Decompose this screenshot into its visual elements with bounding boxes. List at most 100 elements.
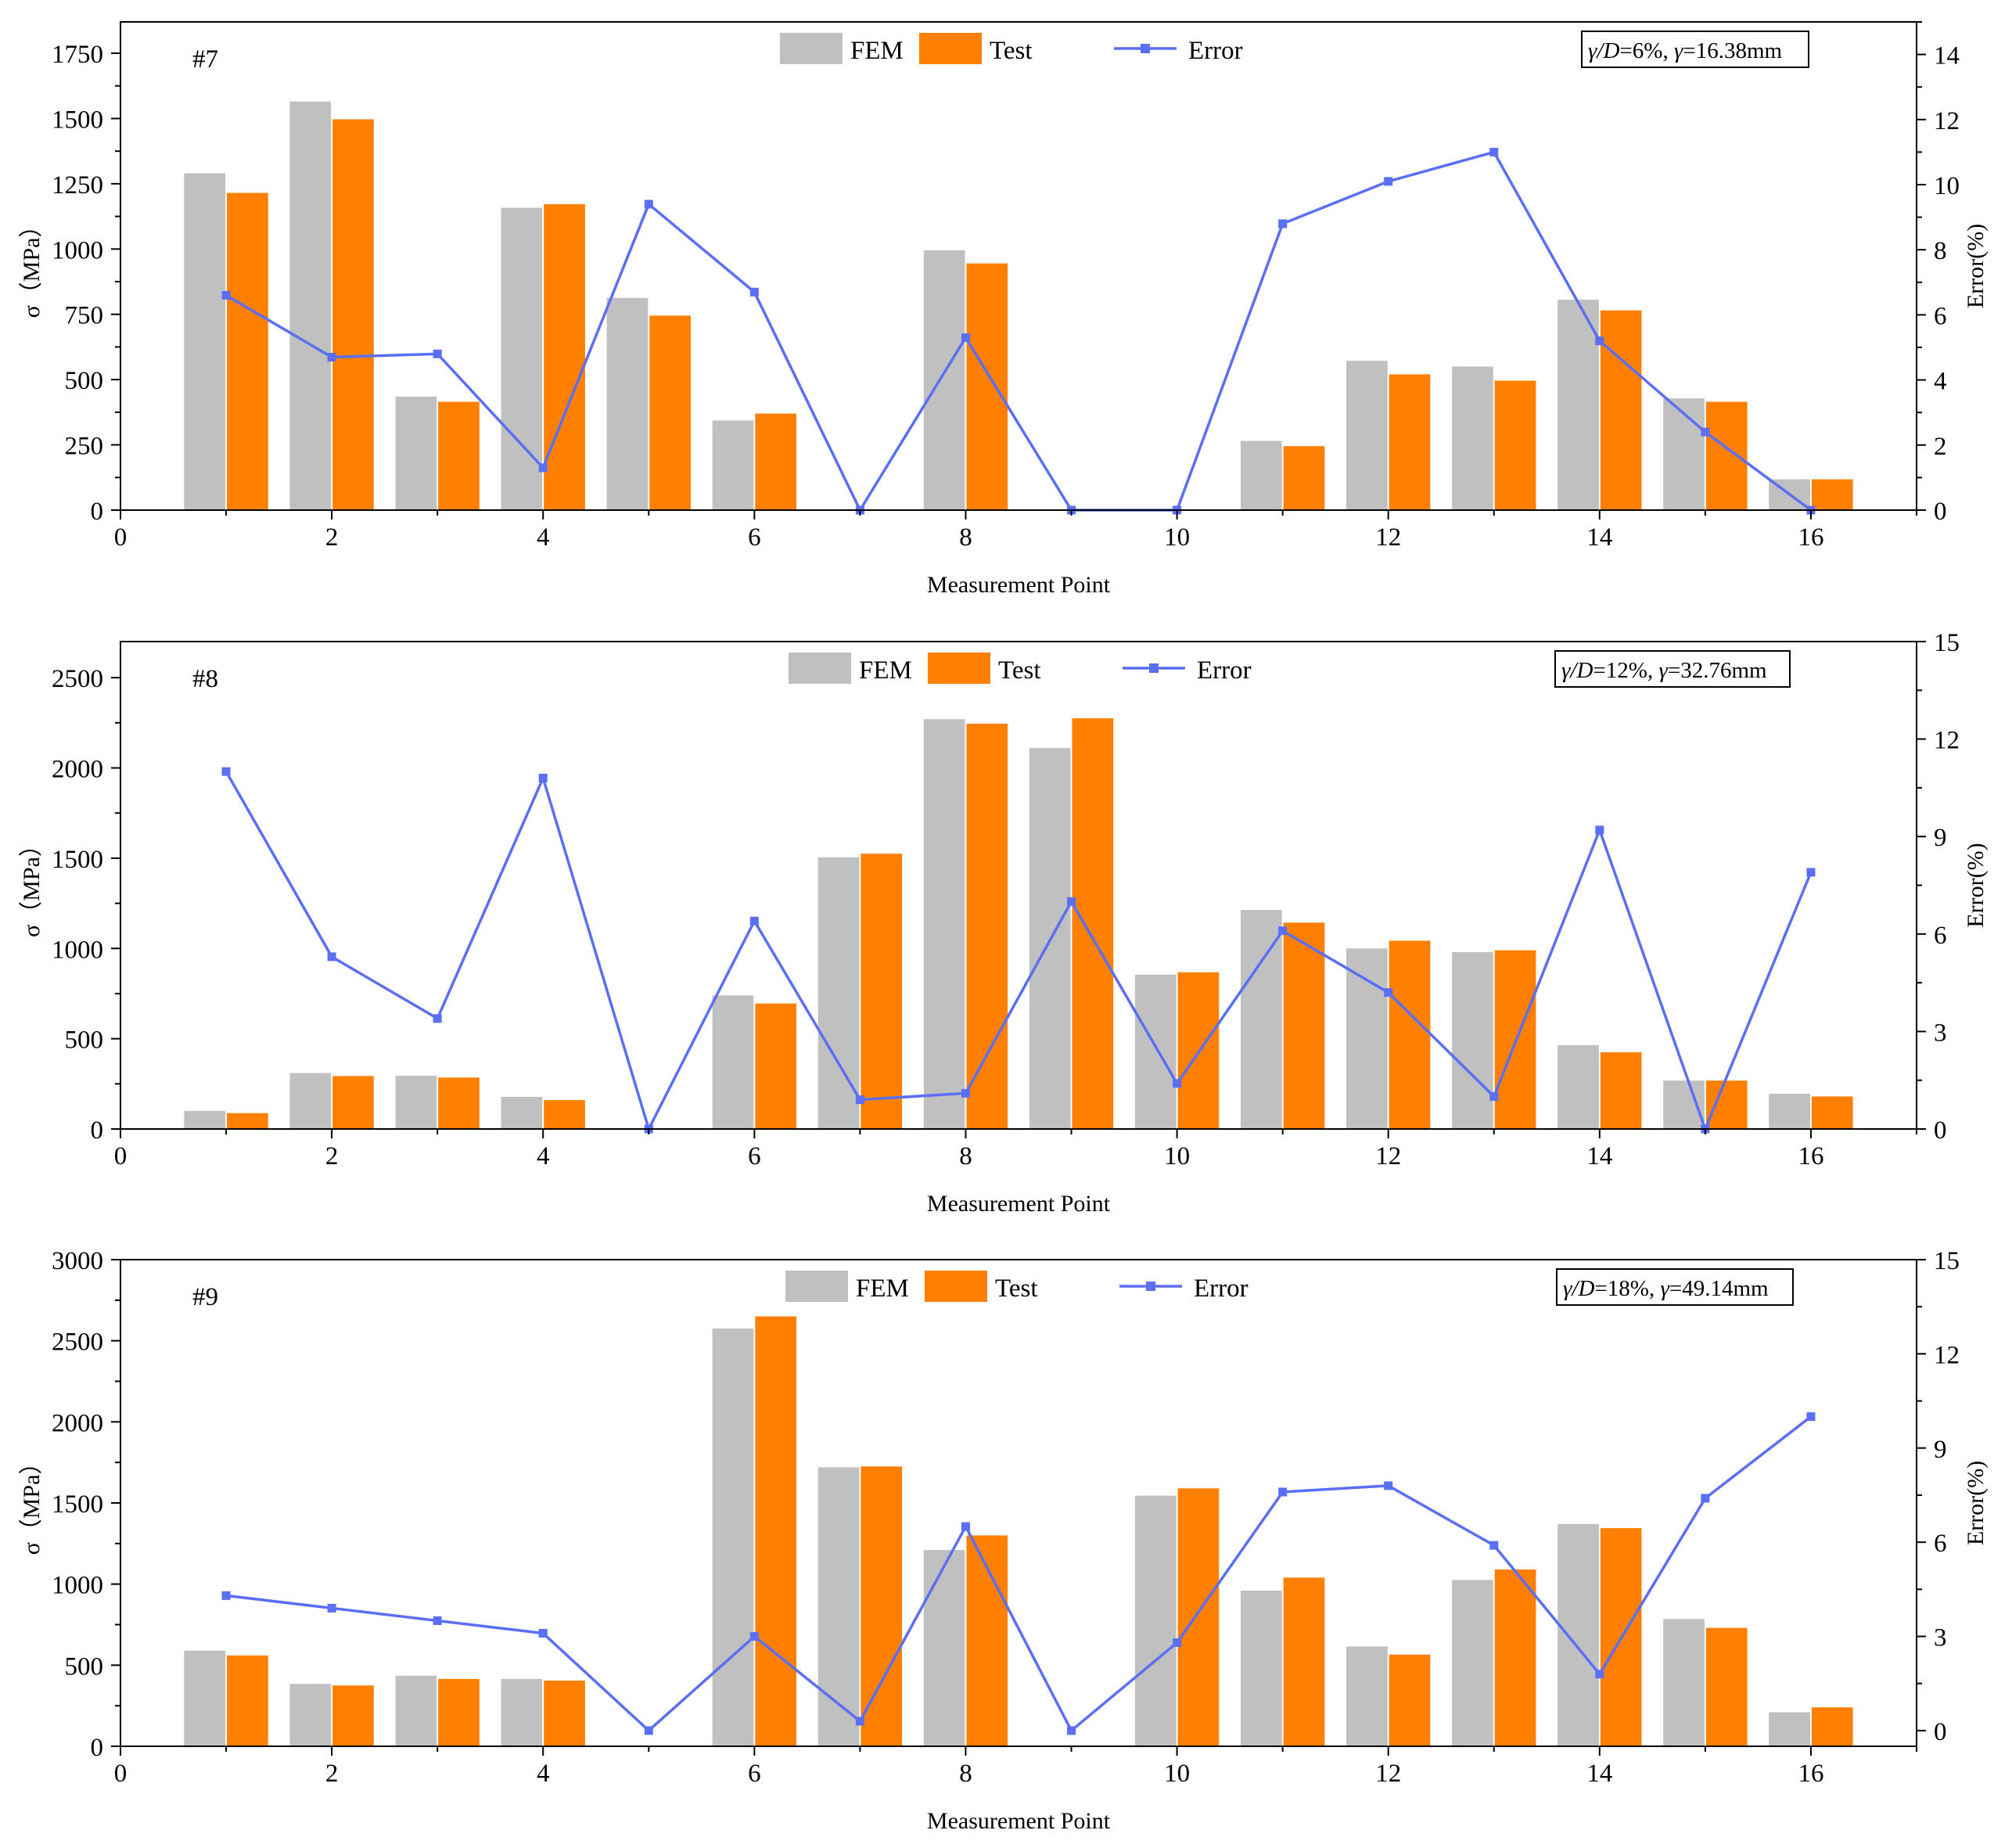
annotation-part: γ/D bbox=[1588, 38, 1619, 63]
fem-bar bbox=[501, 207, 543, 510]
fem-bar bbox=[1134, 974, 1177, 1129]
fem-bar bbox=[1134, 1495, 1177, 1746]
y-tick-label: 1500 bbox=[52, 1490, 103, 1519]
fem-bar bbox=[712, 1328, 754, 1746]
test-bar bbox=[438, 1077, 480, 1129]
annotation-text: γ/D=18%, γ=49.14mm bbox=[1563, 1276, 1769, 1301]
y2-tick-label: 4 bbox=[1934, 368, 1947, 396]
y-tick-label: 3000 bbox=[52, 1247, 103, 1275]
y2-tick-label: 0 bbox=[1934, 1718, 1947, 1746]
y2-tick-label: 9 bbox=[1934, 1436, 1947, 1464]
error-point bbox=[1595, 336, 1604, 346]
error-point bbox=[1067, 1726, 1076, 1735]
error-point bbox=[433, 349, 442, 358]
error-point bbox=[1489, 1091, 1499, 1101]
panel-label: #9 bbox=[192, 1283, 218, 1311]
test-bar bbox=[1177, 1488, 1220, 1746]
fem-bar bbox=[1346, 948, 1388, 1129]
fem-bar bbox=[923, 1550, 965, 1746]
fem-bar bbox=[395, 1075, 437, 1129]
x-tick-label: 2 bbox=[325, 1142, 339, 1170]
fem-bar bbox=[184, 1650, 226, 1746]
legend-test-label: Test bbox=[995, 1275, 1038, 1303]
legend-fem-swatch bbox=[780, 33, 843, 64]
y2-tick-label: 15 bbox=[1934, 1247, 1960, 1275]
panel-label: #8 bbox=[192, 665, 218, 693]
test-bar bbox=[1494, 380, 1536, 510]
y2-tick-label: 6 bbox=[1934, 922, 1947, 950]
y2-tick-label: 8 bbox=[1934, 237, 1947, 265]
test-bar bbox=[438, 401, 480, 510]
test-bar bbox=[860, 1466, 903, 1746]
annotation-box bbox=[1581, 31, 1809, 68]
fem-bar bbox=[1240, 1590, 1282, 1746]
test-bar bbox=[1283, 1577, 1325, 1746]
y2-tick-label: 14 bbox=[1934, 42, 1960, 70]
error-point bbox=[961, 1522, 970, 1531]
x-axis-title: Measurement Point bbox=[927, 572, 1111, 598]
legend-error-label: Error bbox=[1197, 656, 1252, 685]
error-point bbox=[644, 200, 653, 209]
y2-tick-label: 10 bbox=[1934, 172, 1960, 200]
error-point bbox=[327, 952, 336, 962]
fem-bar bbox=[1558, 300, 1599, 510]
y2-axis-title: Error(%) bbox=[1963, 224, 1989, 308]
x-tick-label: 16 bbox=[1798, 1142, 1823, 1170]
x-tick-label: 14 bbox=[1586, 1760, 1612, 1788]
annotation-part: =49.14mm bbox=[1669, 1276, 1769, 1301]
fem-bar bbox=[923, 250, 965, 510]
y-tick-label: 1000 bbox=[52, 936, 103, 964]
error-point bbox=[1489, 147, 1499, 156]
error-point bbox=[221, 767, 231, 776]
test-bar bbox=[1389, 374, 1431, 510]
annotation-box bbox=[1556, 1268, 1794, 1306]
y2-tick-label: 9 bbox=[1934, 824, 1947, 852]
error-point bbox=[1384, 988, 1393, 998]
y-tick-label: 0 bbox=[91, 1734, 104, 1762]
y2-tick-label: 12 bbox=[1934, 107, 1960, 135]
fem-bar bbox=[184, 1110, 226, 1129]
error-line bbox=[225, 1415, 1813, 1732]
y2-axis-title: Error(%) bbox=[1963, 843, 1989, 927]
test-bar bbox=[755, 1003, 797, 1129]
fem-bar bbox=[289, 1073, 332, 1129]
legend-error-marker bbox=[1149, 663, 1159, 673]
error-point bbox=[749, 916, 759, 926]
y2-tick-label: 15 bbox=[1934, 629, 1960, 657]
fem-bar bbox=[1558, 1044, 1599, 1129]
y2-tick-label: 3 bbox=[1934, 1624, 1947, 1652]
error-point bbox=[961, 1088, 970, 1098]
annotation-text: γ/D=12%, γ=32.76mm bbox=[1561, 658, 1767, 683]
test-bar bbox=[1705, 401, 1748, 510]
x-tick-label: 4 bbox=[537, 1142, 550, 1170]
error-point bbox=[1173, 1079, 1182, 1088]
fem-bar bbox=[1452, 366, 1493, 510]
x-tick-label: 8 bbox=[959, 1142, 972, 1170]
x-tick-label: 12 bbox=[1375, 1142, 1401, 1170]
fem-bar bbox=[606, 297, 649, 510]
annotation-part: =6%, bbox=[1619, 38, 1674, 63]
legend-fem-label: FEM bbox=[850, 37, 904, 65]
error-point bbox=[855, 1717, 864, 1726]
annotation-text: γ/D=6%, γ=16.38mm bbox=[1588, 38, 1783, 63]
test-bar bbox=[1811, 479, 1853, 510]
y-axis-title: σ（MPa） bbox=[19, 1451, 45, 1555]
test-bar bbox=[1389, 940, 1431, 1129]
fem-bar bbox=[395, 1675, 437, 1746]
y-tick-label: 2500 bbox=[52, 1328, 103, 1357]
annotation-box bbox=[1554, 650, 1791, 688]
fem-bar bbox=[1452, 951, 1493, 1129]
fem-bar bbox=[817, 1467, 860, 1746]
legend-error-label: Error bbox=[1188, 37, 1243, 65]
y-tick-label: 1000 bbox=[52, 236, 103, 264]
annotation-part: γ bbox=[1660, 1276, 1670, 1301]
error-point bbox=[538, 463, 548, 473]
annotation-part: =12%, bbox=[1593, 658, 1658, 683]
legend-test-swatch bbox=[919, 33, 982, 64]
error-point bbox=[1278, 926, 1288, 936]
y-tick-label: 750 bbox=[65, 302, 104, 330]
y-tick-label: 0 bbox=[91, 498, 104, 526]
error-line bbox=[225, 771, 1813, 1131]
y2-tick-label: 12 bbox=[1934, 1341, 1960, 1369]
plot-frame bbox=[120, 641, 1917, 1130]
